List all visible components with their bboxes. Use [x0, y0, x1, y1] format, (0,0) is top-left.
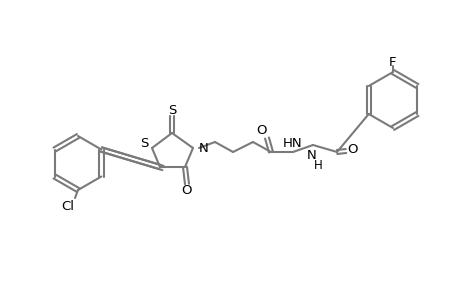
Text: N: N: [199, 142, 208, 154]
Text: H: H: [313, 158, 322, 172]
Text: HN: HN: [283, 136, 302, 149]
Text: O: O: [181, 184, 192, 197]
Text: Cl: Cl: [62, 200, 74, 212]
Text: S: S: [168, 103, 176, 116]
Text: F: F: [388, 56, 396, 68]
Text: N: N: [307, 148, 316, 161]
Text: S: S: [140, 136, 148, 149]
Text: O: O: [256, 124, 267, 136]
Text: O: O: [347, 142, 358, 155]
